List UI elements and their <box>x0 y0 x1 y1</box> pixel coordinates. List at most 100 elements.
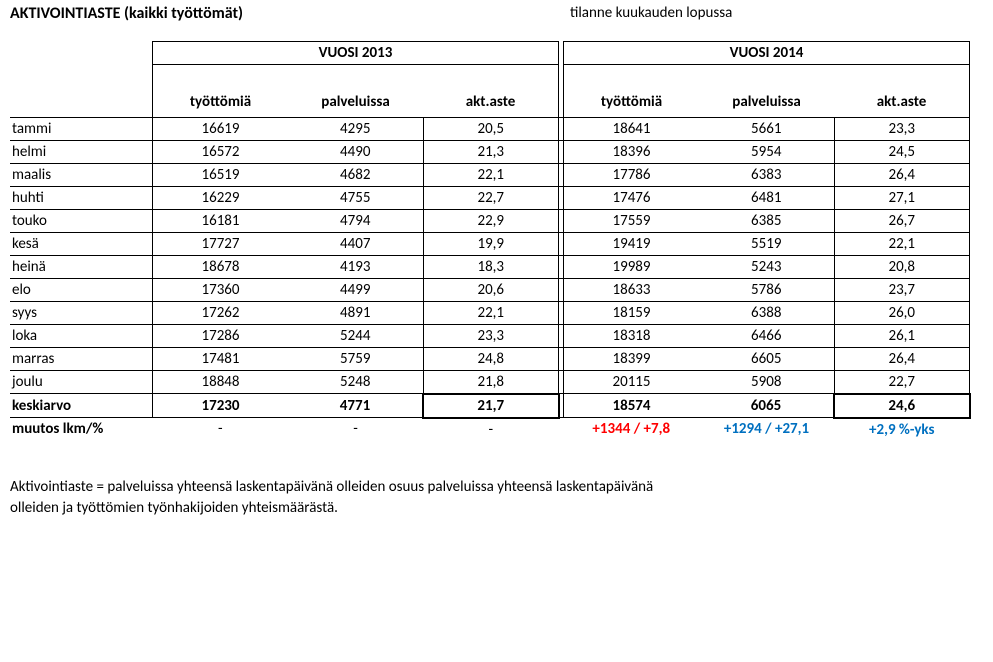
month-label: kesä <box>10 232 153 255</box>
cell-2014-service: 6605 <box>699 347 834 370</box>
avg-2013-service: 4771 <box>288 394 423 418</box>
cell-2013-service: 5759 <box>288 347 423 370</box>
cell-2014-service: 6466 <box>699 324 834 347</box>
cell-2013-rate: 20,6 <box>423 278 559 301</box>
change-2014-rate: +2,9 %-yks <box>834 418 970 441</box>
cell-2013-unemp: 17481 <box>153 347 289 370</box>
cell-2013-service: 4499 <box>288 278 423 301</box>
header-spacer <box>10 65 970 88</box>
cell-2014-rate: 26,4 <box>834 347 970 370</box>
cell-2014-rate: 27,1 <box>834 186 970 209</box>
change-2013-service: - <box>288 418 423 441</box>
month-label: huhti <box>10 186 153 209</box>
header-row: AKTIVOINTIASTE (kaikki työttömät) tilann… <box>10 4 983 23</box>
month-label: marras <box>10 347 153 370</box>
cell-2013-service: 5248 <box>288 370 423 394</box>
table-row: maalis16519468222,117786638326,4 <box>10 163 970 186</box>
cell-2014-unemp: 19989 <box>564 255 700 278</box>
cell-2014-service: 5954 <box>699 140 834 163</box>
cell-2014-unemp: 19419 <box>564 232 700 255</box>
table-row: touko16181479422,917559638526,7 <box>10 209 970 232</box>
cell-2013-rate: 23,3 <box>423 324 559 347</box>
table-row: helmi16572449021,318396595424,5 <box>10 140 970 163</box>
col-service-2014: palveluissa <box>699 87 834 117</box>
table-row: loka17286524423,318318646626,1 <box>10 324 970 347</box>
cell-2013-rate: 21,3 <box>423 140 559 163</box>
average-row: keskiarvo 17230 4771 21,7 18574 6065 24,… <box>10 394 970 418</box>
page-title: AKTIVOINTIASTE (kaikki työttömät) <box>10 4 570 23</box>
cell-2013-rate: 22,1 <box>423 163 559 186</box>
cell-2013-service: 4407 <box>288 232 423 255</box>
change-2013-unemp: - <box>153 418 289 441</box>
table-row: marras17481575924,818399660526,4 <box>10 347 970 370</box>
cell-2013-rate: 22,1 <box>423 301 559 324</box>
cell-2013-service: 5244 <box>288 324 423 347</box>
footnote-line-1: Aktivointiaste = palveluissa yhteensä la… <box>10 478 653 496</box>
cell-2014-service: 5661 <box>699 117 834 140</box>
table-row: heinä18678419318,319989524320,8 <box>10 255 970 278</box>
cell-2014-service: 6385 <box>699 209 834 232</box>
year-2014-header: VUOSI 2014 <box>699 42 834 65</box>
year-2013-header: VUOSI 2013 <box>288 42 423 65</box>
cell-2013-unemp: 16229 <box>153 186 289 209</box>
cell-2013-unemp: 18848 <box>153 370 289 394</box>
cell-2014-unemp: 18396 <box>564 140 700 163</box>
cell-2014-unemp: 18633 <box>564 278 700 301</box>
cell-2013-service: 4755 <box>288 186 423 209</box>
col-rate-2014: akt.aste <box>834 87 970 117</box>
change-2014-unemp: +1344 / +7,8 <box>564 418 700 441</box>
cell-2014-service: 6383 <box>699 163 834 186</box>
col-rate-2013: akt.aste <box>423 87 559 117</box>
cell-2013-unemp: 17262 <box>153 301 289 324</box>
col-unemp-2013: työttömiä <box>153 87 289 117</box>
column-header-row: työttömiä palveluissa akt.aste työttömiä… <box>10 87 970 117</box>
month-label: touko <box>10 209 153 232</box>
cell-2014-unemp: 17476 <box>564 186 700 209</box>
cell-2014-unemp: 17786 <box>564 163 700 186</box>
cell-2013-service: 4682 <box>288 163 423 186</box>
cell-2014-unemp: 18641 <box>564 117 700 140</box>
cell-2014-unemp: 20115 <box>564 370 700 394</box>
cell-2014-service: 5243 <box>699 255 834 278</box>
cell-2013-service: 4193 <box>288 255 423 278</box>
cell-2014-service: 5786 <box>699 278 834 301</box>
cell-2014-service: 5519 <box>699 232 834 255</box>
cell-2014-unemp: 17559 <box>564 209 700 232</box>
cell-2014-rate: 26,1 <box>834 324 970 347</box>
month-label: helmi <box>10 140 153 163</box>
cell-2013-service: 4794 <box>288 209 423 232</box>
page-subtitle: tilanne kuukauden lopussa <box>570 4 732 23</box>
cell-2013-unemp: 16572 <box>153 140 289 163</box>
cell-2014-service: 6481 <box>699 186 834 209</box>
cell-2013-unemp: 17727 <box>153 232 289 255</box>
change-row: muutos lkm/% - - - +1344 / +7,8 +1294 / … <box>10 418 970 441</box>
change-2014-service: +1294 / +27,1 <box>699 418 834 441</box>
cell-2013-rate: 22,9 <box>423 209 559 232</box>
cell-2013-service: 4490 <box>288 140 423 163</box>
cell-2014-rate: 23,3 <box>834 117 970 140</box>
cell-2013-unemp: 16181 <box>153 209 289 232</box>
table-row: kesä17727440719,919419551922,1 <box>10 232 970 255</box>
change-label: muutos lkm/% <box>10 418 153 441</box>
month-label: maalis <box>10 163 153 186</box>
table-row: tammi16619429520,518641566123,3 <box>10 117 970 140</box>
col-service-2013: palveluissa <box>288 87 423 117</box>
cell-2014-rate: 26,7 <box>834 209 970 232</box>
cell-2013-rate: 19,9 <box>423 232 559 255</box>
table-row: huhti16229475522,717476648127,1 <box>10 186 970 209</box>
cell-2013-service: 4295 <box>288 117 423 140</box>
cell-2013-rate: 21,8 <box>423 370 559 394</box>
cell-2013-rate: 20,5 <box>423 117 559 140</box>
cell-2014-unemp: 18318 <box>564 324 700 347</box>
table-row: joulu18848524821,820115590822,7 <box>10 370 970 394</box>
cell-2014-rate: 22,7 <box>834 370 970 394</box>
table-row: syys17262489122,118159638826,0 <box>10 301 970 324</box>
cell-2014-service: 6388 <box>699 301 834 324</box>
col-unemp-2014: työttömiä <box>564 87 700 117</box>
cell-2013-unemp: 17286 <box>153 324 289 347</box>
cell-2014-unemp: 18159 <box>564 301 700 324</box>
cell-2013-service: 4891 <box>288 301 423 324</box>
month-label: syys <box>10 301 153 324</box>
cell-2013-rate: 18,3 <box>423 255 559 278</box>
cell-2013-unemp: 16619 <box>153 117 289 140</box>
